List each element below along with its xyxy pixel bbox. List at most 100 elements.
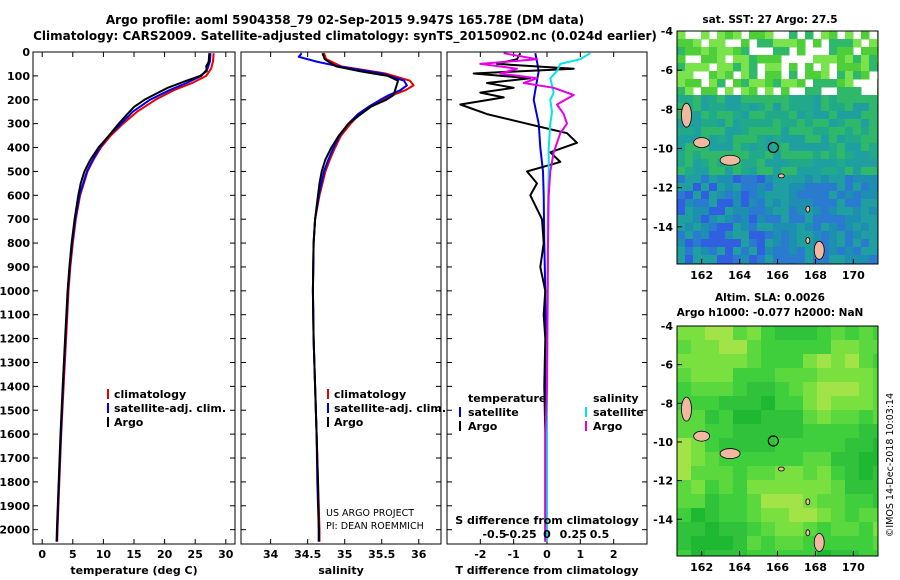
map-cell: [853, 239, 862, 248]
map-cell: [677, 382, 692, 397]
map-cell: [773, 175, 782, 184]
map-cell: [861, 111, 870, 120]
map-cell: [773, 191, 782, 200]
map-cell: [837, 103, 846, 112]
map-cell: [789, 536, 804, 551]
map-cell: [709, 231, 718, 240]
map-cell: [869, 183, 878, 192]
map-cell: [813, 87, 822, 96]
map-cell: [873, 424, 878, 439]
map-cell: [677, 354, 692, 369]
map-cell: [837, 199, 846, 208]
map-cell: [709, 55, 718, 64]
map-cell: [859, 522, 874, 537]
map-cell: [821, 159, 830, 168]
map-y-tick-label: -14: [653, 513, 673, 526]
map-cell: [749, 231, 758, 240]
map-cell: [859, 494, 874, 509]
map-cell: [845, 340, 860, 355]
legend-label: Argo: [334, 416, 364, 429]
map-cell: [803, 396, 818, 411]
map-y-tick-label: -14: [653, 221, 673, 234]
map-cell: [761, 438, 776, 453]
map-cell: [701, 55, 710, 64]
map-cell: [845, 31, 854, 40]
map-cell: [837, 183, 846, 192]
map-cell: [749, 31, 758, 40]
map-cell: [821, 191, 830, 200]
map-cell: [709, 255, 718, 264]
argo-position-marker: [767, 435, 779, 447]
map-cell: [845, 452, 860, 467]
map-cell: [709, 151, 718, 160]
map-cell: [749, 167, 758, 176]
map-cell: [853, 175, 862, 184]
map-cell: [813, 39, 822, 48]
map-cell: [805, 191, 814, 200]
map-cell: [831, 410, 846, 425]
map-cell: [829, 31, 838, 40]
map-cell: [725, 111, 734, 120]
map-cell: [717, 247, 726, 256]
legend-label: climatology: [114, 388, 186, 401]
map-cell: [685, 183, 694, 192]
map-cell: [725, 207, 734, 216]
map-cell: [749, 207, 758, 216]
map-cell: [773, 223, 782, 232]
map-cell: [831, 368, 846, 383]
map-cell: [685, 231, 694, 240]
map-cell: [693, 63, 702, 72]
map-cell: [869, 103, 878, 112]
map-cell: [705, 494, 720, 509]
x-tick-label: 0: [543, 548, 551, 561]
map-cell: [789, 550, 804, 556]
map-cell: [705, 340, 720, 355]
map-cell: [861, 127, 870, 136]
map-cell: [677, 368, 692, 383]
map-cell: [789, 79, 798, 88]
map-cell: [719, 410, 734, 425]
map-cell: [717, 175, 726, 184]
map-cell: [805, 87, 814, 96]
map-cell: [803, 452, 818, 467]
map-cell: [869, 231, 878, 240]
map-cell: [789, 119, 798, 128]
map-x-tick-label: 168: [804, 269, 827, 282]
map-cell: [853, 39, 862, 48]
map-cell: [831, 382, 846, 397]
argo-position-marker: [767, 141, 779, 154]
map-cell: [709, 95, 718, 104]
map-cell: [861, 71, 870, 80]
map-cell: [701, 191, 710, 200]
map-cell: [685, 175, 694, 184]
map-cell: [797, 175, 806, 184]
map-cell: [677, 247, 686, 256]
map-cell: [677, 151, 686, 160]
map-cell: [685, 247, 694, 256]
map-x-tick-label: 168: [804, 561, 827, 574]
map-cell: [845, 207, 854, 216]
map-cell: [761, 340, 776, 355]
map-cell: [765, 127, 774, 136]
map-cell: [765, 87, 774, 96]
map-cell: [691, 550, 706, 556]
map-cell: [803, 508, 818, 523]
map-cell: [765, 31, 774, 40]
map-cell: [845, 55, 854, 64]
map-cell: [845, 95, 854, 104]
map-cell: [749, 111, 758, 120]
map-cell: [803, 340, 818, 355]
map-cell: [853, 127, 862, 136]
map-cell: [733, 424, 748, 439]
map-cell: [869, 159, 878, 168]
map-cell: [747, 466, 762, 481]
map-cell: [805, 63, 814, 72]
map-cell: [813, 183, 822, 192]
map-cell: [677, 508, 692, 523]
map-cell: [733, 223, 742, 232]
map-cell: [719, 424, 734, 439]
map-cell: [773, 95, 782, 104]
map-cell: [677, 207, 686, 216]
map-cell: [685, 207, 694, 216]
map-cell: [765, 183, 774, 192]
